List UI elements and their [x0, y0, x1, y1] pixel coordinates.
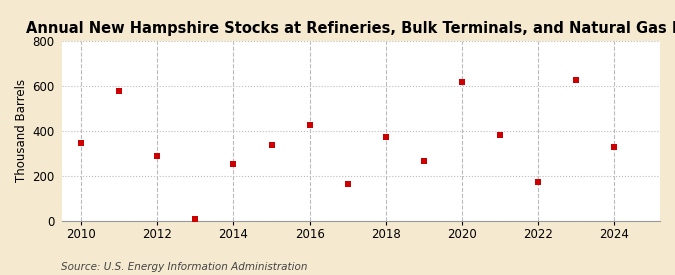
Point	[228, 162, 239, 166]
Text: Source: U.S. Energy Information Administration: Source: U.S. Energy Information Administ…	[61, 262, 307, 272]
Point	[418, 159, 429, 164]
Point	[456, 80, 467, 84]
Point	[533, 180, 543, 184]
Point	[571, 77, 582, 82]
Point	[342, 182, 353, 186]
Point	[266, 143, 277, 148]
Point	[495, 133, 506, 137]
Point	[76, 141, 86, 145]
Y-axis label: Thousand Barrels: Thousand Barrels	[15, 79, 28, 182]
Point	[304, 123, 315, 127]
Point	[609, 144, 620, 149]
Point	[381, 135, 392, 139]
Text: Annual New Hampshire Stocks at Refineries, Bulk Terminals, and Natural Gas Plant: Annual New Hampshire Stocks at Refinerie…	[26, 21, 675, 35]
Point	[114, 89, 125, 93]
Point	[152, 153, 163, 158]
Point	[190, 216, 200, 221]
